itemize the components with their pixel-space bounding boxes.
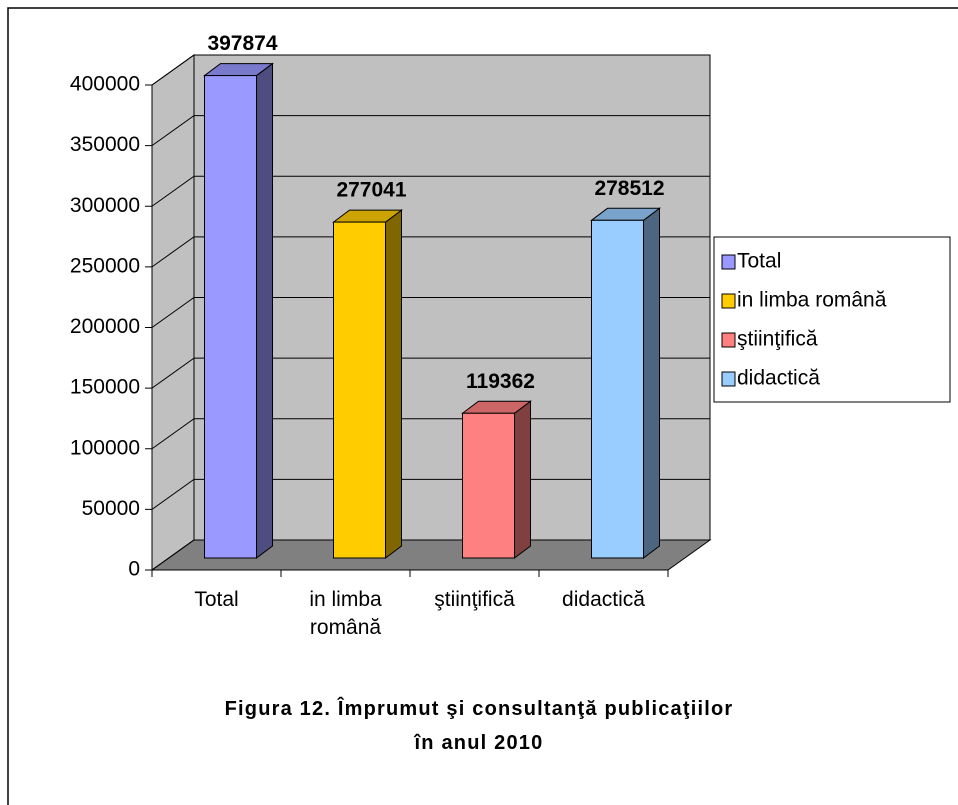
y-tick-label: 250000 xyxy=(70,254,140,277)
grid-line xyxy=(151,357,710,389)
legend-swatch xyxy=(721,332,736,348)
grid-line xyxy=(151,54,710,86)
x-tick-label: Total xyxy=(194,588,239,611)
bar-side xyxy=(385,209,402,559)
chart-title: în anul 2010 xyxy=(414,732,544,754)
grid-line xyxy=(151,115,710,147)
bar-side xyxy=(514,400,531,559)
legend-label: Total xyxy=(737,250,781,273)
grid-line xyxy=(151,175,710,207)
value-label: 278512 xyxy=(594,177,664,200)
value-label: 119362 xyxy=(466,370,535,393)
y-tick-label: 50000 xyxy=(82,497,140,520)
legend-swatch xyxy=(721,254,736,270)
grid-line xyxy=(151,236,710,268)
y-tick-label: 350000 xyxy=(70,133,140,156)
legend-swatch xyxy=(721,293,736,309)
legend-box xyxy=(713,236,951,403)
y-tick-label: 0 xyxy=(128,558,140,581)
chart-frame xyxy=(7,7,958,805)
bar xyxy=(462,412,515,559)
legend-swatch xyxy=(721,371,736,387)
chart-title: Figura 12. Împrumut şi consultanţă publi… xyxy=(224,698,734,720)
x-tick-label: didactică xyxy=(562,588,645,611)
y-tick-label: 300000 xyxy=(70,194,140,217)
y-tick-label: 150000 xyxy=(70,376,140,399)
grid-line xyxy=(151,539,710,571)
y-tick-label: 100000 xyxy=(70,436,140,459)
bar-side xyxy=(643,207,660,559)
legend-label: ştiinţifică xyxy=(737,328,818,351)
bar xyxy=(333,221,386,559)
bar xyxy=(204,75,257,559)
value-label: 277041 xyxy=(336,179,406,202)
grid-line xyxy=(151,418,710,450)
legend-label: in limba română xyxy=(737,289,887,312)
x-tick-label: in limba română xyxy=(309,588,382,639)
y-tick-label: 400000 xyxy=(70,73,140,96)
x-tick-label: ştiinţifică xyxy=(434,588,515,611)
y-tick-label: 200000 xyxy=(70,315,140,338)
legend-label: didactică xyxy=(737,367,820,390)
bar-side xyxy=(256,62,273,559)
bar xyxy=(591,219,644,559)
grid-line xyxy=(151,297,710,328)
grid-line xyxy=(151,478,710,510)
value-label: 397874 xyxy=(207,32,277,55)
